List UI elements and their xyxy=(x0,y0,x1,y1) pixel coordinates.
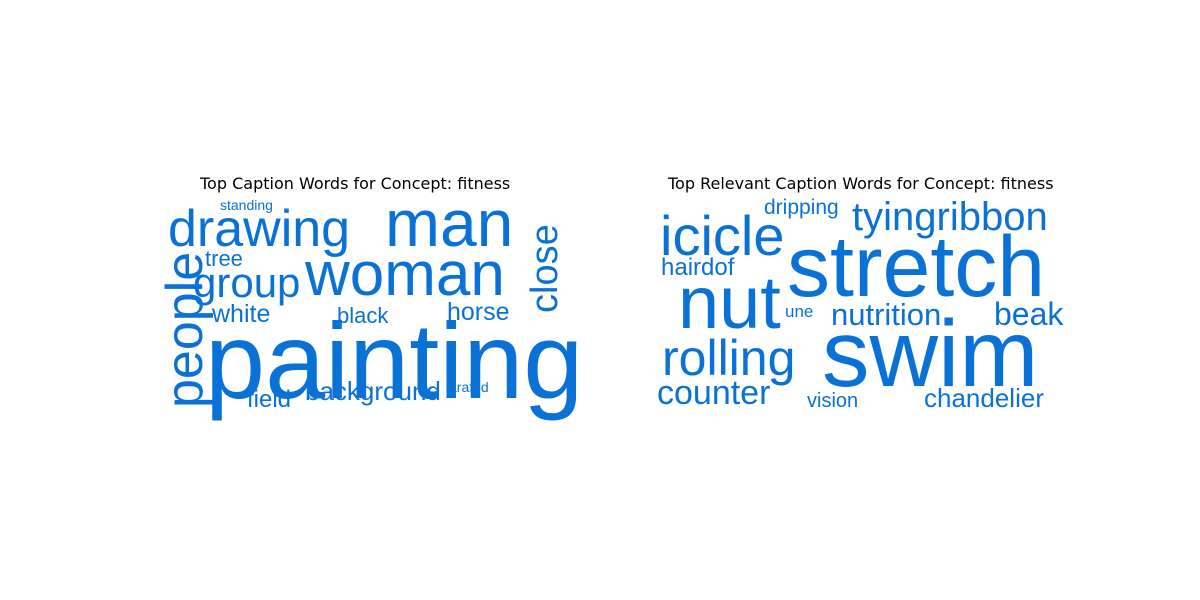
word-horse: horse xyxy=(447,298,510,326)
word-drawing: drawing xyxy=(168,200,350,258)
word-black: black xyxy=(337,303,389,328)
word-chandelier: chandelier xyxy=(924,383,1044,413)
word-tree: tree xyxy=(205,246,243,271)
word-field: field xyxy=(247,386,291,413)
word-people: people xyxy=(156,252,214,408)
word-counter: counter xyxy=(657,374,770,412)
word-swim: swim xyxy=(822,301,1038,407)
left-cloud-title: Top Caption Words for Concept: fitness xyxy=(200,174,511,193)
word-hairdof: hairdof xyxy=(661,254,735,281)
word-woman: woman xyxy=(304,240,505,309)
word-stretch: stretch xyxy=(787,219,1045,315)
word-une: une xyxy=(785,302,813,321)
word-nut: nut xyxy=(678,261,781,344)
word-painting: painting xyxy=(205,300,583,421)
word-rolling: rolling xyxy=(662,330,795,386)
word-icicle: icicle xyxy=(660,204,784,267)
word-white: white xyxy=(211,300,270,328)
right-cloud-title: Top Relevant Caption Words for Concept: … xyxy=(668,174,1054,193)
word-tyingribbon: tyingribbon xyxy=(852,195,1048,239)
word-beak: beak xyxy=(994,296,1064,332)
word-background: background xyxy=(305,376,441,406)
word-close: close xyxy=(524,224,566,313)
word-nutrition: nutrition xyxy=(831,297,941,332)
word-arafed: arafed xyxy=(449,379,489,395)
word-group: group xyxy=(193,259,300,306)
word-man: man xyxy=(385,186,513,260)
word-vision: vision xyxy=(807,390,858,412)
word-dripping: dripping xyxy=(764,196,839,219)
word-standing: standing xyxy=(220,197,273,213)
